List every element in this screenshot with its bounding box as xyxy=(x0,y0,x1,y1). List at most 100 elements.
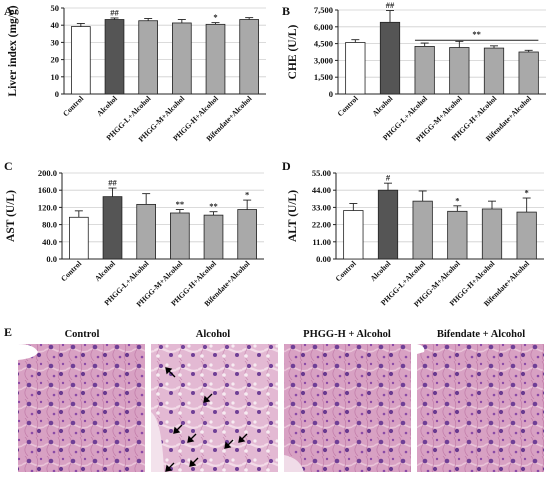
y-tick-label: 200.0 xyxy=(38,168,57,178)
y-tick-label: 22.00 xyxy=(312,220,331,230)
y-axis-label: AST (U/L) xyxy=(5,190,17,242)
significance-marker: ** xyxy=(176,199,185,209)
bar xyxy=(138,20,158,95)
bar xyxy=(483,47,505,95)
chart-c: C AST (U/L) 0.0 40.0 80.0 120.0 160.0 200.0 Cont… xyxy=(4,159,264,309)
y-tick-label: 0 xyxy=(329,89,333,99)
histology-image-phgg-h xyxy=(284,344,411,472)
histology-image-alcohol xyxy=(151,344,278,472)
histology-vessel-phgg-h xyxy=(284,455,304,472)
y-axis-label: CHE (U/L) xyxy=(287,25,299,80)
chart-d: D ALT (U/L) 0.00 11.00 22.00 33.00 44.00 55.00 C… xyxy=(282,159,544,309)
significance-marker: * xyxy=(213,12,217,22)
significance-marker: * xyxy=(245,190,249,200)
histology-image-control xyxy=(18,344,145,472)
y-tick-label: 10 xyxy=(51,72,60,82)
bar xyxy=(136,203,156,260)
y-tick-label: 0 xyxy=(55,89,59,99)
y-tick-label: 160.0 xyxy=(38,185,57,195)
category-label: Alcohol xyxy=(95,94,119,118)
histology-title-bifendate: Bifendate + Alcohol xyxy=(437,329,525,340)
y-tick-label: 44.00 xyxy=(312,185,331,195)
panel-label-a: A xyxy=(4,4,13,18)
y-tick-label: 7,500 xyxy=(314,5,333,15)
chart-b: B CHE (U/L) 0 1,500 3,000 4,500 6,000 7,500 Cont… xyxy=(282,0,546,144)
y-tick-label: 0.0 xyxy=(46,254,57,264)
significance-marker: * xyxy=(525,188,529,198)
histology-vessel-bifendate xyxy=(417,344,425,354)
histology-image-bifendate xyxy=(417,344,544,472)
bar xyxy=(481,208,503,260)
bar xyxy=(203,214,224,260)
significance-marker: ## xyxy=(108,178,117,188)
panel-label-b: B xyxy=(282,4,290,18)
bar xyxy=(69,216,89,260)
bar xyxy=(343,210,364,260)
y-tick-label: 40.0 xyxy=(42,237,57,247)
histology-panel: E Control Alcohol PHGG-H + Alcohol Bifen… xyxy=(4,325,544,472)
bar xyxy=(205,23,226,95)
category-label: Control xyxy=(334,259,358,283)
category-label: Alcohol xyxy=(93,259,117,283)
bar xyxy=(172,22,192,95)
y-tick-label: 6,000 xyxy=(314,22,333,32)
bar xyxy=(379,21,401,95)
histology-title-phgg-h: PHGG-H + Alcohol xyxy=(303,329,391,340)
panel-label-d: D xyxy=(282,159,291,173)
y-tick-label: 33.00 xyxy=(312,202,331,212)
y-tick-label: 11.00 xyxy=(312,237,331,247)
significance-marker: ** xyxy=(209,201,218,211)
significance-marker: ## xyxy=(386,0,395,10)
lesion-arrow-icon xyxy=(224,439,234,449)
lesion-arrow-icon xyxy=(238,433,248,443)
lesion-arrow-icon xyxy=(203,393,213,403)
y-tick-label: 4,500 xyxy=(314,39,333,49)
category-label: Alcohol xyxy=(368,259,392,283)
y-tick-label: 3,000 xyxy=(314,55,333,65)
significance-marker: * xyxy=(455,195,459,205)
bar xyxy=(345,42,366,95)
significance-marker: # xyxy=(386,173,391,183)
y-tick-label: 80.0 xyxy=(42,220,57,230)
y-tick-label: 30 xyxy=(51,37,60,47)
bar xyxy=(71,26,91,95)
significance-marker: ## xyxy=(110,7,119,17)
bar xyxy=(518,51,539,95)
y-axis-label: ALT (U/L) xyxy=(287,190,299,242)
lesion-arrow-icon xyxy=(187,433,197,443)
category-label: Control xyxy=(59,259,83,283)
y-tick-label: 20 xyxy=(51,55,60,65)
y-tick-label: 50 xyxy=(51,3,60,13)
category-label: Control xyxy=(336,94,360,118)
histology-title-control: Control xyxy=(65,329,100,340)
y-tick-label: 55.00 xyxy=(312,168,331,178)
histology-title-alcohol: Alcohol xyxy=(196,329,231,340)
bar xyxy=(449,47,470,95)
lesion-arrow-icon xyxy=(173,424,183,434)
lesion-arrow-icon xyxy=(165,462,175,472)
y-tick-label: 40 xyxy=(51,20,60,30)
bar xyxy=(412,200,433,260)
bar xyxy=(414,46,435,95)
bar xyxy=(447,210,468,260)
lesion-arrow-icon xyxy=(165,367,176,378)
bar xyxy=(102,196,123,260)
y-tick-label: 1,500 xyxy=(314,72,333,82)
bar xyxy=(170,212,190,260)
y-axis-label: Liver index (mg/g) xyxy=(7,5,19,96)
significance-bracket-label: ** xyxy=(472,29,481,39)
bar xyxy=(237,209,257,260)
histology-vessel-alcohol xyxy=(151,412,164,472)
histology-vessel-control xyxy=(18,344,38,360)
panel-label-c: C xyxy=(4,159,13,173)
y-tick-label: 0.00 xyxy=(316,254,331,264)
lesion-arrows xyxy=(165,367,248,472)
y-tick-label: 120.0 xyxy=(38,202,57,212)
panel-label-e: E xyxy=(4,325,12,339)
category-label: Control xyxy=(61,94,85,118)
category-label: Alcohol xyxy=(370,94,394,118)
bar xyxy=(104,19,125,95)
